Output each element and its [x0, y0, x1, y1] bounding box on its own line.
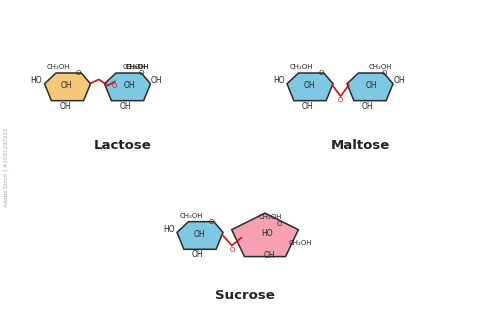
- Text: HO: HO: [273, 76, 285, 85]
- Polygon shape: [104, 73, 150, 101]
- Text: Maltose: Maltose: [330, 139, 390, 152]
- Text: CH₂OH: CH₂OH: [258, 214, 282, 220]
- Text: O: O: [139, 70, 144, 76]
- Text: CH₂OH: CH₂OH: [123, 64, 146, 70]
- Text: CH₂OH: CH₂OH: [126, 64, 149, 70]
- Text: OH: OH: [59, 102, 71, 111]
- Text: Adobe Stock | #1081290322: Adobe Stock | #1081290322: [4, 127, 10, 207]
- Text: OH: OH: [119, 102, 131, 111]
- Text: HO: HO: [163, 225, 175, 234]
- Text: HO: HO: [30, 76, 42, 85]
- Polygon shape: [347, 73, 393, 101]
- Text: OH: OH: [150, 76, 162, 85]
- Text: OH: OH: [192, 250, 203, 259]
- Text: Lactose: Lactose: [94, 139, 152, 152]
- Polygon shape: [287, 73, 333, 101]
- Text: OH: OH: [393, 76, 405, 85]
- Text: OH: OH: [123, 81, 135, 90]
- Text: CH₂OH: CH₂OH: [179, 213, 203, 219]
- Text: Sucrose: Sucrose: [215, 289, 275, 302]
- Text: OH: OH: [302, 102, 314, 111]
- Text: CH₂OH: CH₂OH: [289, 64, 313, 70]
- Text: O: O: [208, 219, 214, 225]
- Text: O: O: [382, 70, 386, 76]
- Text: O: O: [76, 70, 81, 76]
- Text: OH: OH: [263, 252, 275, 260]
- Text: HO: HO: [262, 229, 274, 238]
- Polygon shape: [232, 213, 298, 257]
- Text: OH: OH: [193, 230, 205, 239]
- Text: OH: OH: [366, 81, 378, 90]
- Text: O: O: [318, 70, 324, 76]
- Text: CH₂OH: CH₂OH: [47, 64, 70, 70]
- Polygon shape: [44, 73, 90, 101]
- Polygon shape: [177, 222, 223, 249]
- Text: CH₂OH: CH₂OH: [368, 64, 392, 70]
- Text: OH: OH: [362, 102, 374, 111]
- Text: OH: OH: [303, 81, 315, 90]
- Text: O: O: [276, 221, 281, 227]
- Text: O: O: [111, 83, 116, 89]
- Text: CH₂OH: CH₂OH: [288, 240, 312, 246]
- Text: OH: OH: [60, 81, 72, 90]
- Text: CH₂OH: CH₂OH: [126, 64, 149, 70]
- Text: O: O: [338, 97, 344, 103]
- Text: O: O: [229, 247, 234, 253]
